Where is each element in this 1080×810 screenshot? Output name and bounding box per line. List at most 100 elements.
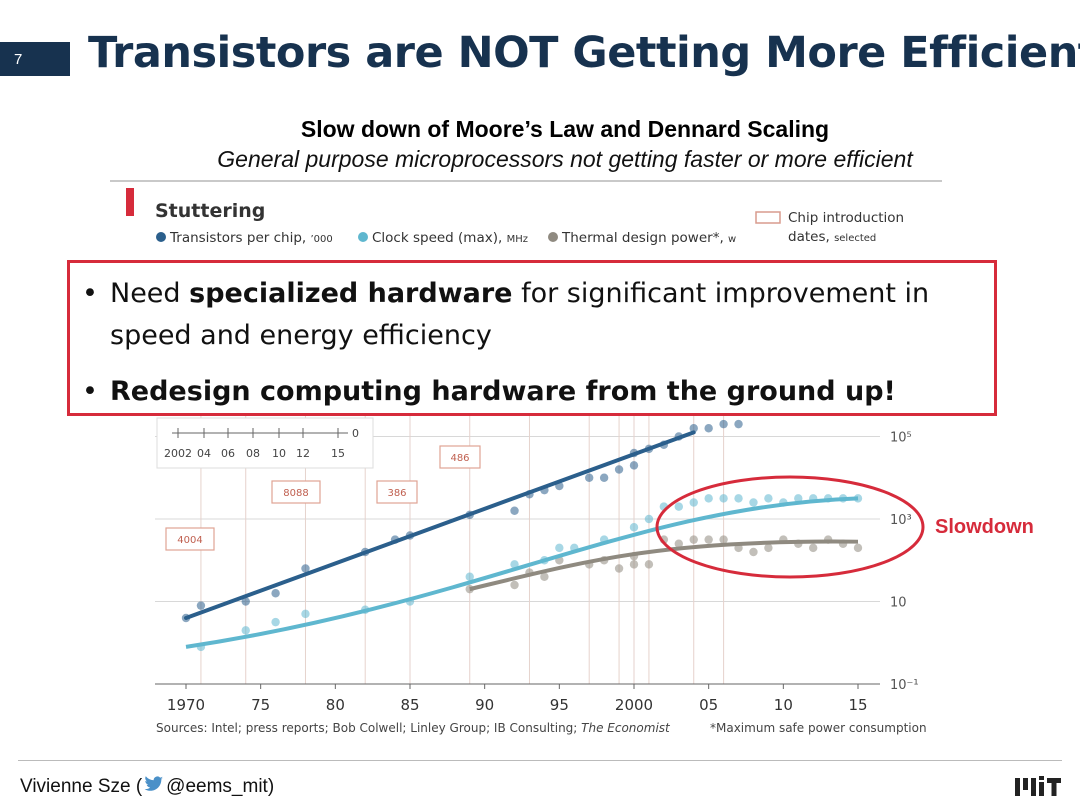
xtick-label: 90 [475, 696, 494, 714]
trend-line-transistors [184, 430, 696, 620]
xtick-label: 10 [774, 696, 793, 714]
data-point [540, 572, 549, 581]
xtick-label: 80 [326, 696, 345, 714]
ytick-label: 10⁵ [890, 431, 912, 446]
xtick-label: 1970 [167, 696, 205, 714]
chart-subtitle: Slow down of Moore’s Law and Dennard Sca… [300, 116, 830, 142]
inset-label: 10 [272, 447, 286, 460]
chip-label: 8088 [283, 488, 308, 499]
legend-unit: ’000 [310, 234, 332, 245]
chart-title: Stuttering [155, 200, 265, 222]
data-point [271, 589, 280, 598]
data-point [629, 560, 639, 569]
data-point [674, 502, 683, 511]
chip-box [165, 527, 215, 551]
inset-label: 2002 [164, 447, 192, 460]
chip-label: 386 [387, 488, 406, 499]
slide-title: Transistors are NOT Getting More Efficie… [88, 28, 1080, 78]
inset-label: 12 [296, 447, 310, 460]
data-point [555, 543, 564, 553]
legend-chip-label: Chip introduction [788, 210, 904, 226]
slowdown-label: Slowdown [935, 516, 1034, 538]
data-point [241, 626, 250, 635]
inset-label: 08 [246, 447, 260, 460]
data-point [614, 465, 624, 474]
footer-author: Vivienne Sze ( @eems_mit) [20, 776, 275, 798]
data-point [764, 494, 773, 503]
data-point [585, 473, 594, 482]
data-point [734, 494, 743, 503]
data-point [301, 564, 310, 573]
data-point [749, 547, 758, 557]
xtick-label: 85 [400, 696, 419, 714]
legend-label: Clock speed (max), MHz [372, 230, 528, 246]
data-point [764, 543, 773, 553]
data-point [704, 424, 713, 433]
data-point [689, 535, 698, 544]
callout-box: • Need specialized hardware for signific… [67, 260, 997, 416]
data-point [510, 580, 519, 590]
inset-label: 06 [221, 447, 235, 460]
data-point [719, 494, 728, 503]
bullet-1-bold: specialized hardware [189, 278, 513, 309]
data-point [704, 494, 713, 503]
inset-label: 04 [197, 447, 211, 460]
ytick-label: 10³ [890, 513, 912, 528]
twitter-bird-icon [144, 776, 164, 798]
trend-line-power [469, 539, 859, 592]
xtick-label: 05 [699, 696, 718, 714]
xtick-label: 75 [251, 696, 270, 714]
mit-logo [1015, 776, 1061, 801]
callout-bullet-1: • Need specialized hardware for signific… [82, 273, 982, 357]
callout-bullet-2: • Redesign computing hardware from the g… [82, 371, 982, 413]
data-point [614, 564, 624, 573]
data-point [853, 543, 863, 553]
data-point [465, 572, 474, 581]
legend-marker [548, 232, 558, 242]
data-point [629, 461, 639, 470]
data-point [689, 424, 698, 433]
data-point [241, 597, 250, 606]
inset-label: 15 [331, 447, 345, 460]
bullet-1-text: Need specialized hardware for significan… [110, 278, 930, 351]
legend-chip-label-2: dates, selected [788, 229, 876, 245]
data-point [809, 543, 818, 553]
bullet-2-text: Redesign computing hardware from the gro… [110, 376, 896, 407]
data-point [689, 498, 698, 507]
data-point [704, 535, 713, 544]
chip-box [271, 480, 321, 504]
legend-marker [156, 232, 166, 242]
data-point [271, 617, 280, 627]
xtick-label: 15 [848, 696, 867, 714]
data-point [196, 601, 206, 610]
legend-unit: MHz [507, 234, 528, 245]
legend-chip-box [755, 211, 781, 224]
data-point [749, 498, 758, 507]
inset-zero: 0 [352, 427, 359, 440]
chip-box [376, 480, 418, 504]
data-point [719, 535, 728, 544]
bullet-dot: • [82, 278, 98, 309]
chart-source: Sources: Intel; press reports; Bob Colwe… [156, 721, 671, 735]
chart-title-marker [126, 188, 134, 216]
chip-label: 486 [450, 453, 469, 464]
data-point [719, 419, 728, 429]
chart-subtitle-italic: General purpose microprocessors not gett… [217, 146, 913, 172]
data-point [599, 473, 609, 482]
chip-label: 4004 [177, 535, 202, 546]
data-point [301, 609, 310, 619]
data-point [644, 560, 654, 569]
legend-marker [358, 232, 368, 242]
inset-box [156, 417, 374, 469]
data-point [510, 506, 519, 515]
bullet-dot: • [82, 376, 98, 407]
legend-label: Transistors per chip, ’000 [169, 230, 333, 246]
ytick-label: 10⁻¹ [890, 678, 919, 693]
data-point [734, 419, 743, 429]
data-point [510, 560, 519, 569]
xtick-label: 95 [550, 696, 569, 714]
ytick-label: 10 [890, 596, 907, 611]
slide-number: 7 [0, 42, 70, 76]
data-point [674, 539, 683, 548]
slowdown-ellipse [655, 475, 925, 579]
